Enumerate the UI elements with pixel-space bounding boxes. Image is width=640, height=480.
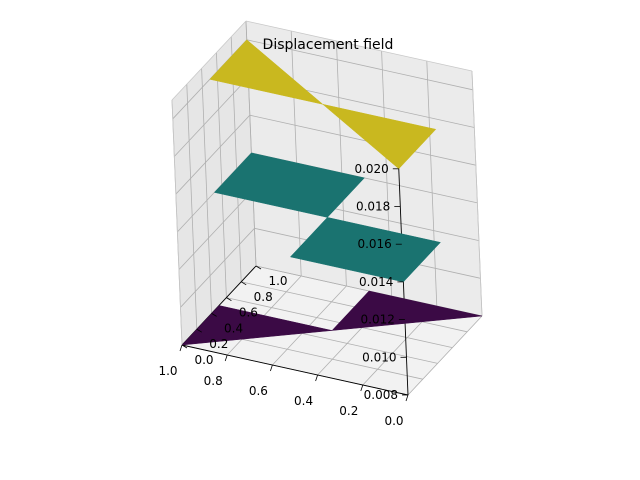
grid-line-z [174,77,249,157]
x-axis-line [181,344,409,396]
y-tick-label: 0.8 [254,290,273,304]
y-tick-label: 1.0 [268,274,287,288]
y-tick-mark [255,265,262,270]
z-tick-label: 0.016 [357,237,391,251]
x-tick-label: 0.6 [249,384,268,398]
y-tick-mark [226,297,232,301]
surface-face-high [209,39,323,105]
grid-line-y [216,52,227,298]
y-tick-mark [211,313,217,317]
side-pane [172,21,256,345]
surface-faces [181,39,483,346]
x-tick-label: 0.4 [294,394,313,408]
pane-edge [171,99,183,346]
y-tick-mark [240,281,247,286]
z-tick-label: 0.010 [362,350,396,364]
grid-line-x [407,315,483,396]
x-tick-mark [360,384,364,392]
grid-line-x [290,30,302,277]
y-tick-label: 0.6 [239,306,258,320]
grid-line-y [201,68,212,314]
pane-edge [245,20,473,72]
chart-title: Displacement field [263,37,394,53]
z-tick-label: 0.012 [361,313,395,327]
grid-line-z [180,228,255,308]
grid-line-z [175,114,251,195]
tick-labels: 0.00.20.40.60.81.00.00.20.40.60.81.00.00… [158,162,409,428]
x-tick-label: 0.2 [339,404,358,418]
z-tick-label: 0.014 [359,275,393,289]
x-tick-mark [224,354,228,362]
grid-line-z [246,39,473,91]
pane-edge [171,20,247,101]
surface-face-low [331,290,483,331]
x-tick-mark [270,364,273,372]
surface-face-low [181,305,333,346]
grid-line-x [426,60,438,307]
x-tick-mark [179,344,183,352]
y-tick-label: 0.0 [194,353,213,367]
grid-line-z [249,114,476,166]
surface-face-mid [213,152,365,218]
x-tick-label: 1.0 [158,364,177,378]
y-tick-label: 0.4 [224,321,243,335]
x-tick-mark [405,394,409,402]
y-tick-mark [196,328,203,333]
grid-line-y [186,84,198,330]
surface-face-high [322,104,437,170]
x-tick-mark [315,374,318,382]
grid-line-z [178,190,254,270]
x-tick-label: 0.0 [384,414,403,428]
z-tick-label: 0.020 [354,162,388,176]
y-tick-label: 0.2 [209,337,228,351]
x-tick-label: 0.8 [204,374,223,388]
y-tick-mark [181,344,188,349]
z-tick-label: 0.018 [356,200,390,214]
z-tick-label: 0.008 [364,388,398,402]
pane-edge [471,70,483,317]
